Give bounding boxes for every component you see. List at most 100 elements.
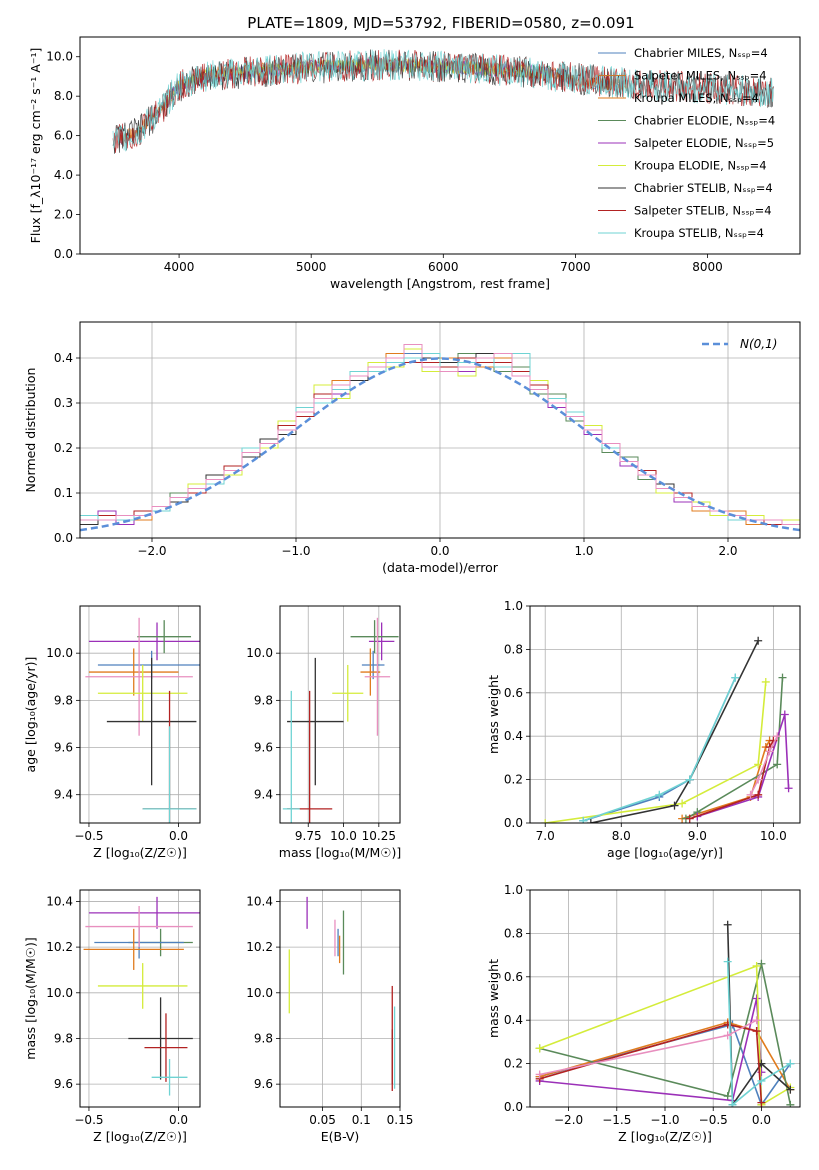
- data-point: [670, 801, 679, 810]
- y-tick-label: 9.6: [54, 741, 73, 755]
- plot-area: [282, 617, 399, 823]
- y-tick-label: 9.6: [254, 1077, 273, 1091]
- x-tick-label: 0.0: [169, 1113, 188, 1127]
- legend-label: Kroupa STELIB, Nₛₛₚ=4: [634, 226, 764, 240]
- weight-line: [685, 677, 784, 820]
- y-tick-label: 9.4: [54, 788, 73, 802]
- y-tick-label: 0.0: [54, 247, 73, 261]
- weight-line: [539, 1021, 792, 1090]
- data-point: [780, 710, 789, 719]
- axes-frame: [529, 889, 801, 1108]
- y-tick-label: 10.4: [46, 894, 73, 908]
- y-tick-label: 9.4: [254, 788, 273, 802]
- data-point: [723, 920, 732, 929]
- weight-line: [681, 740, 771, 820]
- y-tick-label: 10.0: [246, 646, 273, 660]
- data-point: [754, 760, 763, 769]
- axes-frame: [79, 321, 801, 539]
- legend-label: Kroupa MILES, Nₛₛₚ=4: [634, 91, 759, 105]
- y-tick-label: 0.2: [504, 1057, 523, 1071]
- y-tick-label: 9.8: [54, 693, 73, 707]
- y-tick-label: 0.2: [504, 773, 523, 787]
- x-axis-label: mass [log₁₀(M/M☉)]: [279, 845, 401, 860]
- plot-area: [112, 49, 774, 154]
- x-tick-label: 0.0: [169, 829, 188, 843]
- spectrum-line: [112, 49, 774, 152]
- data-point: [773, 732, 782, 741]
- legend-label: Chabrier ELODIE, Nₛₛₚ=4: [634, 114, 775, 128]
- y-tick-label: 0.4: [504, 729, 523, 743]
- chart-spectrum: 4000 5000 6000 7000 8000 0.0 2.0 4.0 6.0 8.0 10.0 w…: [28, 36, 801, 291]
- data-point: [655, 790, 664, 799]
- weight-line: [689, 740, 775, 820]
- legend-label: N(0,1): [740, 337, 777, 351]
- data-point: [678, 799, 687, 808]
- y-tick-label: 0.0: [504, 816, 523, 830]
- plot-area: [83, 896, 200, 1096]
- axes-frame: [79, 36, 801, 255]
- y-tick-label: 9.6: [254, 741, 273, 755]
- plots-layer: 4000 5000 6000 7000 8000 0.0 2.0 4.0 6.0 8.0 10.0 w…: [23, 36, 801, 1144]
- x-tick-label: 9.75: [295, 829, 322, 843]
- data-point: [765, 747, 774, 756]
- axes-frame: [79, 605, 201, 824]
- data-point: [579, 816, 588, 823]
- x-tick-label: 8000: [692, 260, 723, 274]
- axes-frame: [79, 889, 201, 1108]
- x-tick-label: 0.15: [387, 1113, 414, 1127]
- x-tick-label: −0.5: [74, 1113, 103, 1127]
- y-tick-label: 2.0: [54, 208, 73, 222]
- y-tick-label: 6.0: [54, 129, 73, 143]
- y-tick-label: 10.0: [46, 646, 73, 660]
- x-tick-label: −2.0: [554, 1113, 583, 1127]
- y-tick-label: 0.4: [54, 351, 73, 365]
- x-tick-label: 2.0: [718, 544, 737, 558]
- y-tick-label: 9.8: [254, 693, 273, 707]
- histogram-step: [80, 344, 800, 525]
- data-point: [757, 959, 766, 968]
- x-axis-label: (data-model)/error: [382, 560, 499, 575]
- weight-line: [749, 735, 778, 796]
- legend-label: Chabrier STELIB, Nₛₛₚ=4: [634, 181, 773, 195]
- x-tick-label: 5000: [296, 260, 327, 274]
- data-point: [773, 760, 782, 769]
- y-tick-label: 0.0: [54, 531, 73, 545]
- plot-area: [535, 920, 795, 1107]
- data-point: [535, 1070, 544, 1079]
- data-point: [723, 957, 732, 966]
- weight-line: [539, 998, 763, 1102]
- y-tick-label: 9.8: [254, 1031, 273, 1045]
- x-axis-label: Z [log₁₀(Z/Z☉)]: [93, 1129, 187, 1144]
- y-tick-label: 0.0: [504, 1100, 523, 1114]
- x-tick-label: 0.0: [752, 1113, 771, 1127]
- x-axis-label: wavelength [Angstrom, rest frame]: [330, 276, 550, 291]
- x-tick-label: −1.0: [281, 544, 310, 558]
- x-tick-label: −2.0: [137, 544, 166, 558]
- data-point: [746, 790, 755, 799]
- data-point: [786, 1059, 795, 1068]
- y-tick-label: 0.6: [504, 686, 523, 700]
- y-axis-label: Normed distribution: [23, 368, 38, 493]
- weight-line: [539, 964, 791, 1107]
- x-tick-label: 1.0: [574, 544, 593, 558]
- x-tick-label: 6000: [428, 260, 459, 274]
- x-tick-label: 7.0: [536, 829, 555, 843]
- data-point: [754, 790, 763, 799]
- data-point: [723, 1031, 732, 1040]
- x-tick-label: 0.0: [430, 544, 449, 558]
- legend-label: Salpeter STELIB, Nₛₛₚ=4: [634, 204, 772, 218]
- y-tick-label: 1.0: [504, 883, 523, 897]
- x-axis-label: E(B-V): [321, 1129, 360, 1144]
- data-point: [752, 994, 761, 1003]
- y-axis-label: Flux [f_λ10⁻¹⁷ erg cm⁻² s⁻¹ A⁻¹]: [28, 48, 43, 244]
- data-point: [752, 961, 761, 970]
- x-tick-label: −1.0: [650, 1113, 679, 1127]
- y-tick-label: 0.1: [54, 486, 73, 500]
- legend-label: Chabrier MILES, Nₛₛₚ=4: [634, 46, 768, 60]
- weight-line: [539, 963, 792, 1105]
- y-tick-label: 9.6: [54, 1077, 73, 1091]
- y-tick-label: 0.8: [504, 642, 523, 656]
- data-point: [535, 1044, 544, 1053]
- data-point: [786, 1100, 795, 1107]
